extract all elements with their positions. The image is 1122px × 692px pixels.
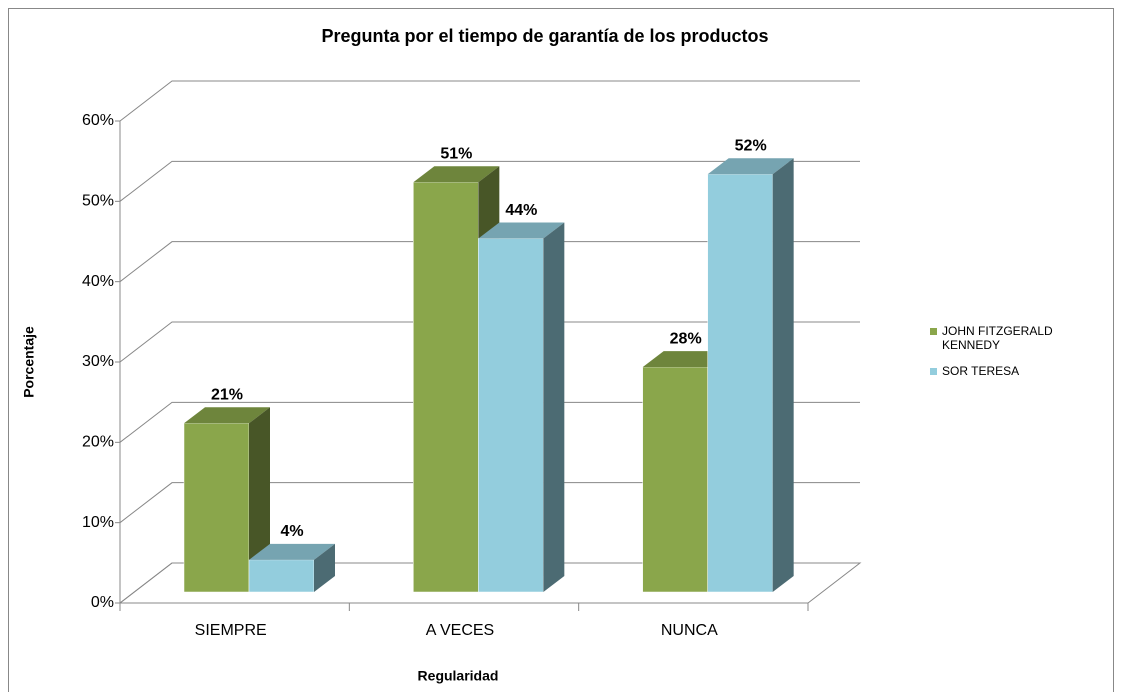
y-tick-label: 60%: [82, 112, 114, 129]
bar-side: [249, 407, 270, 592]
bar: [248, 559, 315, 593]
bar: [478, 238, 544, 593]
x-tick-label: A VECES: [426, 622, 494, 639]
y-tick-label: 30%: [82, 353, 114, 370]
y-tick-label: 50%: [82, 193, 114, 210]
bar: [413, 182, 479, 593]
bar-top: [413, 166, 500, 183]
y-tick-label: 40%: [82, 273, 114, 290]
chart-border: [8, 8, 1114, 692]
bar: [642, 366, 708, 593]
bar-top: [249, 543, 335, 560]
legend-swatch: [930, 368, 937, 375]
x-tick-label: SIEMPRE: [195, 622, 267, 639]
legend-label: JOHN FITZGERALD KENNEDY: [942, 324, 1053, 352]
data-label: 52%: [735, 137, 767, 154]
bar-side: [772, 158, 794, 592]
y-tick-label: 0%: [91, 594, 114, 611]
grid-line: [119, 160, 860, 202]
legend-label: SOR TERESA: [942, 364, 1020, 378]
y-tick-label: 10%: [82, 514, 114, 531]
legend-swatch: [930, 328, 937, 335]
chart-title: Pregunta por el tiempo de garantía de lo…: [321, 26, 768, 46]
grid-line: [119, 562, 860, 604]
grid-line: [119, 80, 860, 122]
bar-top: [707, 158, 794, 175]
data-label: 4%: [280, 523, 303, 540]
y-tick-label: 20%: [82, 434, 114, 451]
grid-line: [119, 241, 860, 283]
bar-side: [543, 222, 565, 593]
bar: [707, 174, 773, 593]
grid-line: [119, 482, 860, 524]
y-axis-label: Porcentaje: [21, 326, 37, 398]
data-label: 28%: [670, 330, 702, 347]
x-tick-label: NUNCA: [661, 622, 718, 639]
bar-top: [478, 222, 565, 239]
bar-top: [184, 407, 270, 424]
data-label: 21%: [211, 387, 243, 404]
data-label: 44%: [505, 202, 537, 219]
bar-side: [314, 543, 335, 592]
data-label: 51%: [440, 146, 472, 163]
x-axis-label: Regularidad: [418, 668, 499, 684]
grid-line: [119, 321, 860, 363]
bar-top: [642, 351, 729, 368]
bar: [183, 423, 250, 593]
grid-line: [119, 401, 860, 443]
